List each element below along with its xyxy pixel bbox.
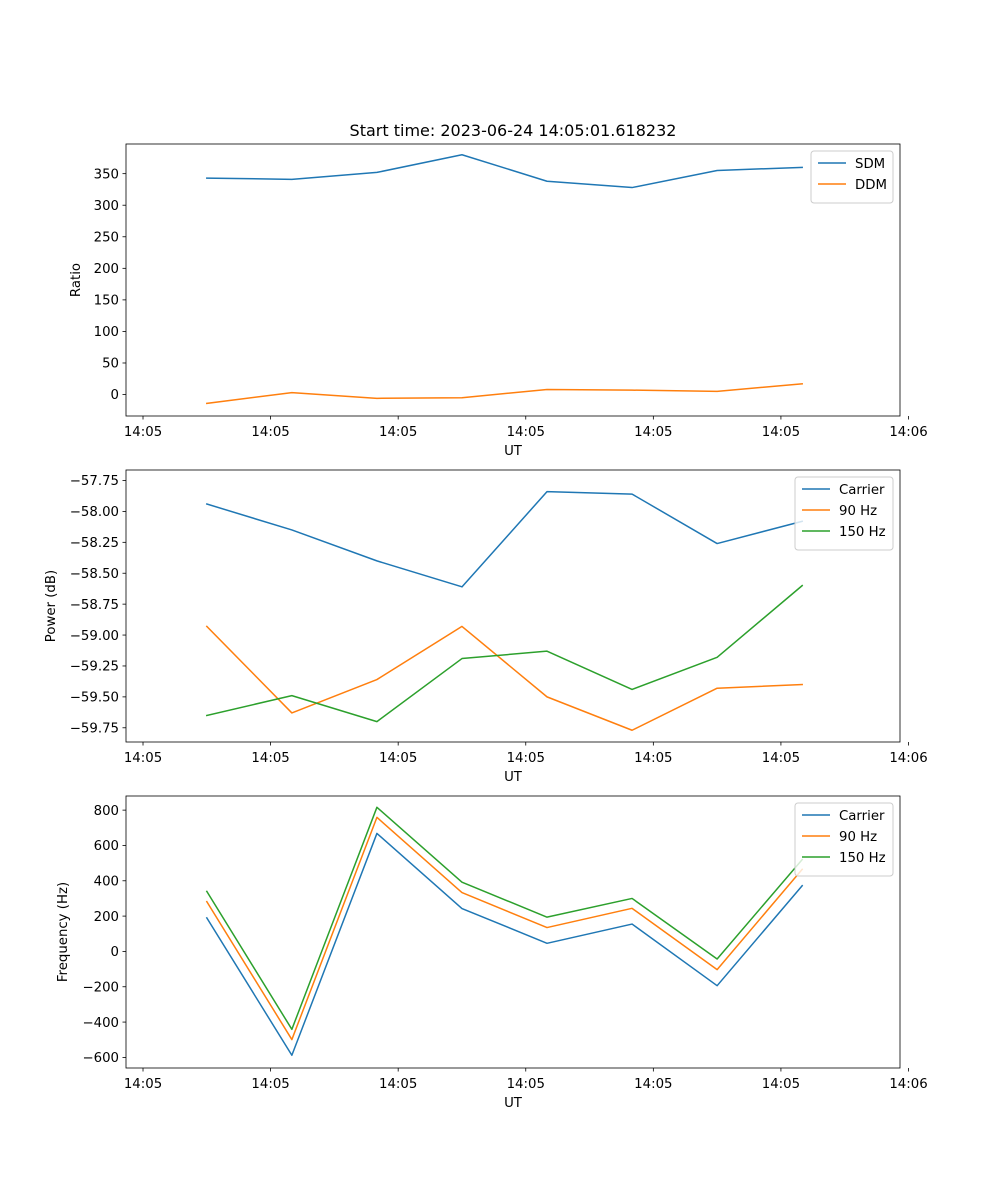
legend-label: 150 Hz (839, 851, 886, 866)
x-tick-label: 14:05 (634, 1077, 672, 1092)
x-tick-label: 14:05 (379, 751, 417, 766)
y-tick-label: −58.50 (70, 567, 119, 582)
x-tick-label: 14:05 (634, 425, 672, 440)
series-line-90-hz (205, 625, 803, 731)
x-tick-label: 14:05 (762, 751, 800, 766)
x-tick-label: 14:05 (124, 425, 162, 440)
chart-panel-3: −600 −400 −200 0 200 400 600 800 14:05 14:05 14:05… (56, 795, 928, 1111)
y-tick-label: 200 (94, 262, 119, 277)
legend: SDM DDM (810, 150, 894, 204)
x-tick-label: 14:05 (379, 1077, 417, 1092)
x-tick-label: 14:05 (124, 1077, 162, 1092)
x-tick-label: 14:05 (634, 751, 672, 766)
x-tick-label: 14:05 (507, 751, 545, 766)
x-axis-label: UT (504, 444, 523, 459)
legend: Carrier 90 Hz 150 Hz (794, 802, 894, 877)
series-line-90-hz (205, 816, 804, 1041)
series-line-150-hz (205, 806, 804, 1031)
y-tick-label: 0 (111, 388, 119, 403)
legend-label: 150 Hz (839, 525, 886, 540)
x-tick-label: 14:05 (379, 425, 417, 440)
x-tick-label: 14:05 (762, 425, 800, 440)
y-tick-label: 600 (94, 839, 119, 854)
y-tick-label: 0 (111, 945, 119, 960)
x-tick-label: 14:05 (507, 425, 545, 440)
legend-box (810, 150, 894, 204)
y-tick-label: −58.25 (70, 536, 119, 551)
y-axis-label: Ratio (69, 263, 84, 297)
series-line-ddm (205, 382, 804, 405)
y-tick-label: −57.75 (70, 474, 119, 489)
legend-label: SDM (855, 157, 885, 172)
y-tick-label: 100 (94, 325, 119, 340)
x-axis-label: UT (504, 770, 523, 785)
series-line-150-hz (205, 584, 804, 723)
y-tick-label: −200 (82, 980, 119, 995)
y-tick-label: −58.75 (70, 598, 119, 613)
y-tick-label: −59.00 (70, 629, 119, 644)
plot-frame (125, 469, 901, 743)
y-tick-label: 150 (94, 294, 119, 309)
legend-label: 90 Hz (839, 504, 877, 519)
x-tick-label: 14:06 (889, 1077, 927, 1092)
series-line-carrier (205, 490, 804, 588)
legend-label: DDM (855, 178, 887, 193)
y-tick-label: 300 (94, 199, 119, 214)
y-tick-label: 250 (94, 230, 119, 245)
y-tick-label: 50 (102, 357, 119, 372)
series-line-carrier (205, 832, 804, 1057)
series-line-sdm (206, 153, 803, 189)
chart-title: Start time: 2023-06-24 14:05:01.618232 (350, 121, 677, 140)
x-tick-label: 14:06 (889, 751, 927, 766)
x-tick-label: 14:05 (251, 1077, 289, 1092)
legend: Carrier 90 Hz 150 Hz (794, 476, 894, 551)
x-tick-label: 14:05 (507, 1077, 545, 1092)
y-tick-label: 400 (94, 874, 119, 889)
y-tick-label: −600 (82, 1051, 119, 1066)
y-tick-label: 200 (94, 910, 119, 925)
chart-panel-2: −59.75 −59.50 −59.25 −59.00 −58.75 −58.50 −58.… (44, 469, 928, 785)
x-tick-label: 14:05 (124, 751, 162, 766)
y-axis-label: Power (dB) (44, 570, 59, 642)
plot-frame (125, 795, 901, 1069)
y-tick-label: 800 (94, 804, 119, 819)
x-tick-label: 14:05 (251, 425, 289, 440)
y-tick-label: −58.00 (70, 505, 119, 520)
y-tick-label: 350 (94, 167, 119, 182)
x-tick-label: 14:05 (762, 1077, 800, 1092)
y-tick-label: −59.50 (70, 691, 119, 706)
y-axis-label: Frequency (Hz) (56, 882, 71, 982)
legend-label: Carrier (839, 483, 885, 498)
y-tick-label: −59.25 (70, 660, 119, 675)
y-tick-label: −59.75 (70, 721, 119, 736)
plot-frame (125, 143, 901, 417)
x-tick-label: 14:06 (889, 425, 927, 440)
y-tick-label: −400 (82, 1016, 119, 1031)
legend-label: 90 Hz (839, 830, 877, 845)
legend-label: Carrier (839, 809, 885, 824)
chart-panel-1: 0 50 100 150 200 250 300 350 14:05 14:05 14:05 14:0… (69, 121, 928, 459)
x-axis-label: UT (504, 1096, 523, 1111)
x-tick-label: 14:05 (251, 751, 289, 766)
